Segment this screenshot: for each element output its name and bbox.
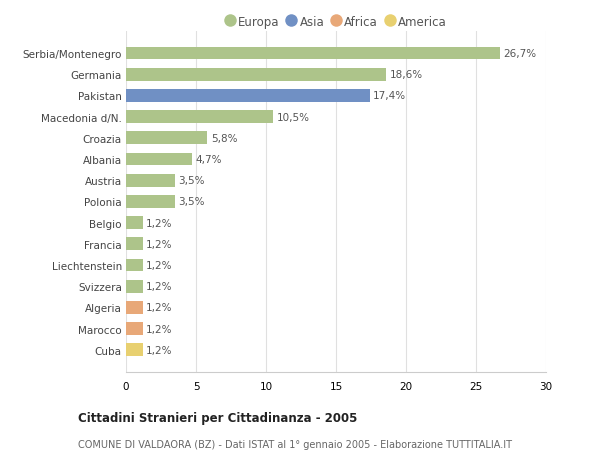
Bar xyxy=(126,259,143,272)
Text: 1,2%: 1,2% xyxy=(146,345,173,355)
Text: 3,5%: 3,5% xyxy=(179,197,205,207)
Text: 5,8%: 5,8% xyxy=(211,134,237,144)
Text: 18,6%: 18,6% xyxy=(390,70,423,80)
Text: Cittadini Stranieri per Cittadinanza - 2005: Cittadini Stranieri per Cittadinanza - 2… xyxy=(78,412,358,425)
Bar xyxy=(126,238,143,251)
Text: 26,7%: 26,7% xyxy=(503,49,536,59)
Legend: Europa, Asia, Africa, America: Europa, Asia, Africa, America xyxy=(220,11,452,33)
Text: 4,7%: 4,7% xyxy=(196,155,222,165)
Bar xyxy=(126,132,207,145)
Bar xyxy=(126,280,143,293)
Bar xyxy=(126,90,370,102)
Bar xyxy=(126,323,143,335)
Text: 1,2%: 1,2% xyxy=(146,303,173,313)
Text: 1,2%: 1,2% xyxy=(146,281,173,291)
Text: 1,2%: 1,2% xyxy=(146,239,173,249)
Bar xyxy=(126,111,273,124)
Text: 3,5%: 3,5% xyxy=(179,176,205,186)
Bar xyxy=(126,48,500,60)
Text: 17,4%: 17,4% xyxy=(373,91,406,101)
Text: 10,5%: 10,5% xyxy=(277,112,310,123)
Text: 1,2%: 1,2% xyxy=(146,324,173,334)
Bar xyxy=(126,196,175,208)
Text: 1,2%: 1,2% xyxy=(146,260,173,270)
Bar xyxy=(126,153,192,166)
Bar xyxy=(126,69,386,81)
Text: 1,2%: 1,2% xyxy=(146,218,173,228)
Bar xyxy=(126,302,143,314)
Bar xyxy=(126,344,143,356)
Bar xyxy=(126,217,143,230)
Bar xyxy=(126,174,175,187)
Text: COMUNE DI VALDAORA (BZ) - Dati ISTAT al 1° gennaio 2005 - Elaborazione TUTTITALI: COMUNE DI VALDAORA (BZ) - Dati ISTAT al … xyxy=(78,439,512,449)
